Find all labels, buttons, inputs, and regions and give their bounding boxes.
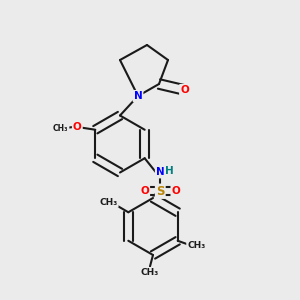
Text: S: S (156, 185, 164, 198)
Text: O: O (180, 85, 189, 95)
Text: N: N (156, 167, 165, 177)
Text: N: N (134, 91, 142, 101)
Text: O: O (172, 186, 180, 196)
Text: CH₃: CH₃ (187, 241, 206, 250)
Text: CH₃: CH₃ (53, 124, 69, 133)
Text: CH₃: CH₃ (141, 268, 159, 277)
Text: O: O (140, 186, 149, 196)
Text: H: H (165, 166, 174, 176)
Text: O: O (73, 122, 82, 132)
Text: CH₃: CH₃ (99, 198, 118, 207)
